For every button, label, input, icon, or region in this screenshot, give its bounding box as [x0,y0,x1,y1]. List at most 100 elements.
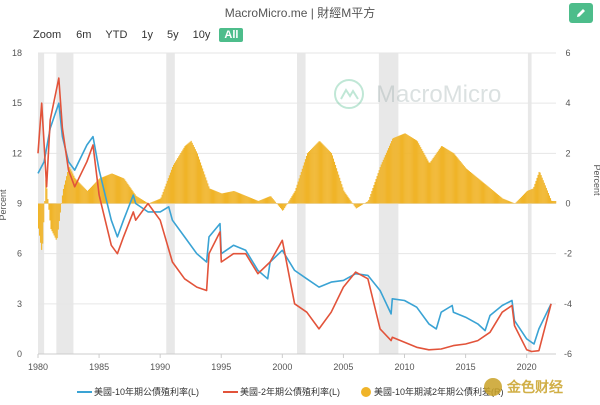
spread-bar [163,189,165,204]
spread-bar [540,175,542,204]
spread-bar [141,199,143,204]
spread-bar [374,182,376,204]
legend-label-spread: 美國-10年期減2年期公債利差(R) [374,386,504,397]
spread-bar [500,196,502,204]
spread-bar [489,188,491,204]
spread-bar [448,150,450,204]
spread-bar [336,168,338,204]
x-axis: 1980 1985 1990 1995 2000 2005 2010 2015 2020 [28,353,556,372]
spread-bar [247,196,249,204]
spread-bar [99,178,101,204]
spread-bar [351,202,353,204]
spread-bar [230,191,232,204]
spread-bar [305,155,308,204]
spread-bar [153,201,155,204]
spread-bar [54,203,56,238]
spread-bar [473,174,475,204]
zoom-6m-button[interactable]: 6m [76,29,92,41]
spread-bar [126,182,128,204]
spread-bar [348,198,350,204]
spread-bar [196,153,198,204]
legend-item-2y[interactable]: 美國-2年期公債殖利率(L) [223,386,340,397]
legend: 美國-10年期公債殖利率(L) 美國-2年期公債殖利率(L) 美國-10年期減2… [77,386,504,397]
spread-bar [439,147,441,204]
spread-bar [66,176,68,204]
spread-bar [116,175,119,204]
spread-bar [68,167,70,204]
spread-bar [292,194,294,204]
spread-bar [145,202,148,204]
corner-watermark-text: 金色财经 [506,379,563,395]
spread-bar [42,203,44,244]
zoom-ytd-button[interactable]: YTD [105,29,128,41]
spread-bar [236,192,238,204]
spread-bar [290,197,292,204]
spread-bar [49,203,51,221]
zoom-10y-button[interactable]: 10y [192,29,211,41]
x-tick-label: 1990 [150,362,170,372]
zoom-all-button[interactable]: All [219,28,244,42]
spread-bar [271,197,273,204]
spread-bar [456,157,458,204]
spread-bar [257,200,259,204]
spread-bar [260,200,262,204]
spread-bar [130,188,132,204]
spread-bar [499,195,501,204]
spread-bar [289,199,291,204]
spread-bar [50,203,52,230]
spread-bar [306,153,309,204]
spread-bar [301,168,303,204]
spread-bar [322,144,324,204]
spread-bar [172,164,175,204]
spread-bar [299,175,301,204]
spread-bar [64,180,67,204]
spread-bar [347,196,349,204]
spread-bar [139,198,141,204]
spread-bar [155,200,157,204]
spread-bar [464,167,466,204]
spread-bar [522,194,525,204]
spread-bar [283,203,285,210]
spread-bar [287,202,289,204]
spread-bar [150,202,152,204]
y-right-tick-label: -4 [564,299,572,309]
spread-bar [249,197,251,204]
spread-bar [226,192,229,204]
spread-bar [201,165,203,204]
spread-bar [73,175,75,204]
spread-bar [441,146,444,204]
spread-bar [272,199,274,204]
legend-item-10y[interactable]: 美國-10年期公債殖利率(L) [77,386,199,397]
spread-bar [383,157,385,204]
spread-bar [105,175,107,204]
spread-bar [284,203,286,209]
spread-bar [109,174,111,204]
spread-bar [250,198,252,204]
edit-button[interactable] [569,3,593,23]
spread-bar [345,193,347,204]
zoom-1y-button[interactable]: 1y [141,29,154,41]
spread-bar [476,177,478,204]
spread-bar [382,159,384,204]
legend-item-spread[interactable]: 美國-10年期減2年期公債利差(R) [361,386,504,397]
zoom-5y-button[interactable]: 5y [167,29,179,41]
spread-bar [94,183,96,204]
spread-bar [238,192,240,204]
spread-bar [215,191,217,204]
spread-bar [242,194,244,204]
spread-bar [421,149,423,204]
spread-bar [253,199,256,204]
spread-bar [61,195,63,204]
spread-bar [222,193,224,204]
spread-bar [498,195,500,204]
spread-bar [55,203,57,240]
spread-bar [51,203,53,232]
spread-bar [479,179,481,204]
spread-bar [96,181,98,204]
spread-bar [402,134,404,204]
spread-bar [58,203,60,222]
spread-bar [426,158,428,204]
spread-bar [342,187,344,204]
spread-bar [185,145,187,204]
y-left-tick-label: 3 [17,299,22,309]
